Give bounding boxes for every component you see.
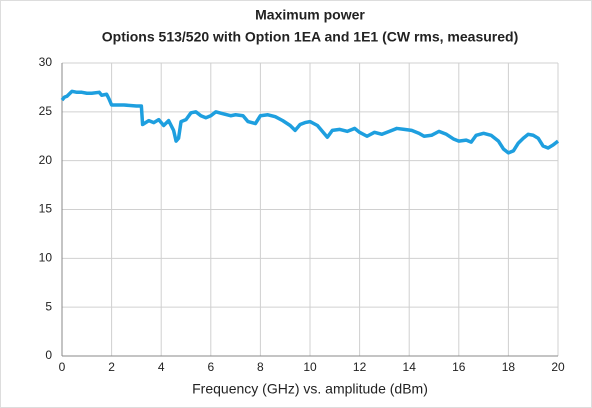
y-tick-label: 15 [39,202,53,216]
x-tick-label: 8 [257,360,264,374]
chart-title: Maximum power [255,7,365,23]
x-tick-label: 18 [502,360,516,374]
x-tick-label: 4 [158,360,165,374]
line [60,89,560,155]
x-axis-label: Frequency (GHz) vs. amplitude (dBm) [192,381,428,397]
x-tick-label: 12 [353,360,367,374]
y-tick-label: 30 [39,55,53,69]
x-tick-label: 14 [403,360,417,374]
x-tick-label: 2 [108,360,115,374]
y-tick-label: 10 [39,251,53,265]
chart-subtitle: Options 513/520 with Option 1EA and 1E1 … [102,29,518,45]
y-tick-label: 0 [45,348,52,362]
x-tick-label: 0 [59,360,66,374]
x-tick-label: 6 [207,360,214,374]
y-tick-label: 20 [39,153,53,167]
x-tick-label: 16 [452,360,466,374]
x-tick-label: 10 [303,360,317,374]
y-tick-label: 25 [39,104,53,118]
x-tick-label: 20 [551,360,565,374]
y-tick-label: 5 [45,299,52,313]
